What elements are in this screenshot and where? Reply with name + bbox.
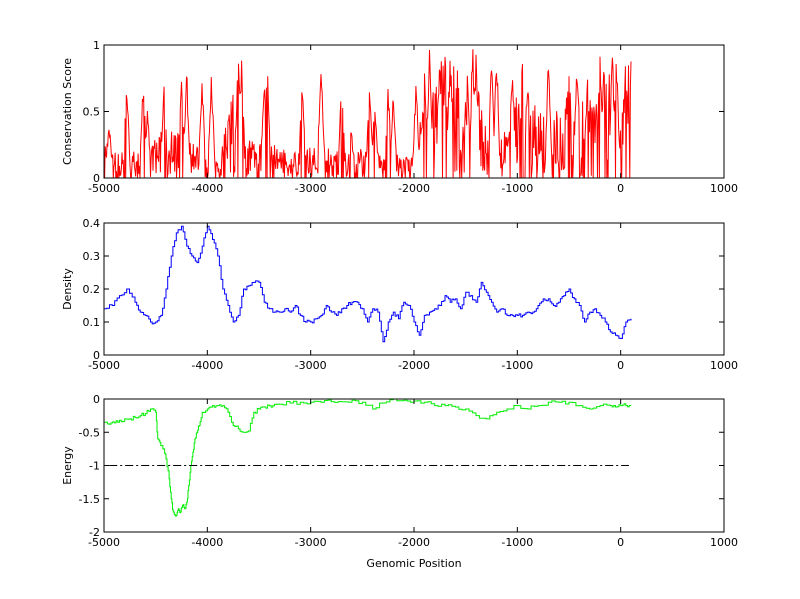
y-axis-title: Conservation Score	[61, 58, 74, 165]
y-tick-label: -0.5	[79, 426, 100, 439]
y-tick-label: 1	[93, 39, 100, 52]
x-tick-label: 0	[617, 536, 624, 549]
x-tick-label: -2000	[398, 359, 430, 372]
x-tick-label: -1000	[501, 359, 533, 372]
y-tick-label: 0.2	[83, 283, 101, 296]
panels: -5000 -4000 -3000 -2000 -1000 0 100000.51Conse…	[61, 39, 738, 570]
x-tick-label: -1000	[501, 182, 533, 195]
x-tick-label: 0	[617, 182, 624, 195]
x-tick-label: -3000	[295, 182, 327, 195]
panel-2: -5000 -4000 -3000 -2000 -1000 0 1000 0 0.1 0.2 0.3…	[61, 217, 738, 372]
y-axis-title: Density	[61, 268, 74, 310]
series-line-1	[104, 49, 632, 178]
x-tick-label: 0	[617, 359, 624, 372]
series-line-2	[104, 225, 632, 343]
x-tick-label: -5000	[88, 182, 120, 195]
panel-3: -5000 -4000 -3000 -2000 -1000 0 1000 -2 -1.5 -1 -0…	[61, 393, 738, 570]
y-tick-label: 0.1	[83, 316, 101, 329]
x-tick-label: -2000	[398, 182, 430, 195]
y-tick-label: 0.3	[83, 250, 101, 263]
x-tick-label: 1000	[710, 536, 738, 549]
x-tick-label: -5000	[88, 536, 120, 549]
y-tick-label: 0	[93, 172, 100, 185]
y-axis-title: Energy	[61, 446, 74, 485]
x-tick-label: -4000	[191, 182, 223, 195]
x-tick-label: -2000	[398, 536, 430, 549]
x-axis-title: Genomic Position	[366, 557, 461, 570]
panel-1: -5000 -4000 -3000 -2000 -1000 0 1000 0 0.5 1 Conse…	[61, 39, 738, 195]
x-tick-label: 1000	[710, 359, 738, 372]
y-tick-label: 0.5	[83, 106, 101, 119]
y-tick-label: -1	[89, 460, 100, 473]
x-tick-label: 1000	[710, 182, 738, 195]
x-tick-label: -4000	[191, 536, 223, 549]
x-tick-label: -5000	[88, 359, 120, 372]
y-tick-label: 0.4	[83, 217, 101, 230]
x-tick-label: -3000	[295, 359, 327, 372]
y-tick-label: 0	[93, 393, 100, 406]
x-tick-label: -1000	[501, 536, 533, 549]
y-tick-label: -2	[89, 526, 100, 539]
y-tick-label: -1.5	[79, 493, 100, 506]
x-tick-label: -4000	[191, 359, 223, 372]
y-tick-label: 0	[93, 349, 100, 362]
series-line-3	[104, 399, 632, 517]
x-tick-label: -3000	[295, 536, 327, 549]
